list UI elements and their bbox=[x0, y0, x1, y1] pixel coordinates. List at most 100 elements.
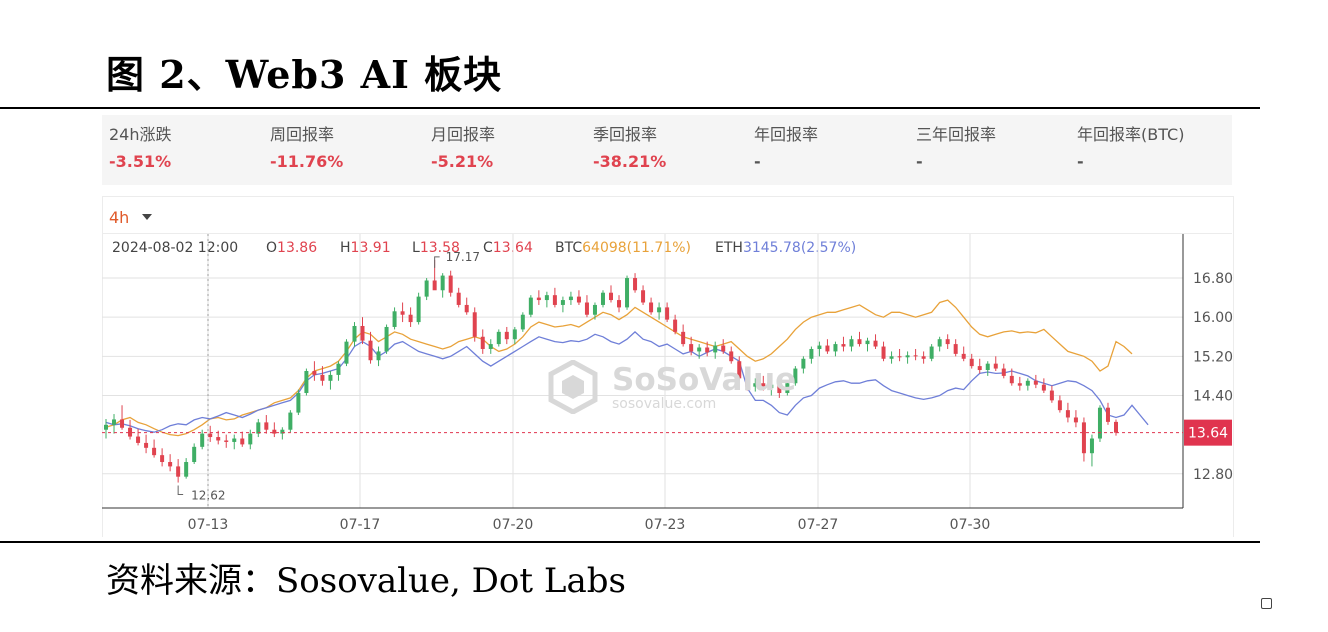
candle-body bbox=[993, 363, 998, 369]
watermark-url: sosovalue.com bbox=[612, 396, 717, 412]
candle-body bbox=[945, 339, 950, 345]
candle-body bbox=[857, 339, 862, 345]
candle-body bbox=[112, 419, 117, 425]
timeframe-selector[interactable]: 4h bbox=[109, 208, 130, 227]
chart-panel bbox=[102, 196, 1234, 537]
corner-square-icon[interactable] bbox=[1261, 598, 1272, 609]
candle-body bbox=[376, 351, 381, 361]
ohlc-low: L13.58 bbox=[412, 240, 460, 256]
candle-body bbox=[424, 280, 429, 297]
candle-body bbox=[953, 344, 958, 354]
stat-value: -11.76% bbox=[270, 152, 344, 171]
bottom-rule bbox=[0, 541, 1260, 543]
candle-body bbox=[697, 347, 702, 352]
candle-body bbox=[809, 348, 814, 359]
candle-body bbox=[600, 292, 605, 305]
candle-body bbox=[737, 361, 742, 379]
candle-body bbox=[777, 384, 782, 394]
y-tick-label: 14.40 bbox=[1193, 388, 1233, 404]
candle-body bbox=[769, 384, 774, 389]
y-tick-label: 16.80 bbox=[1193, 271, 1233, 287]
candle-body bbox=[488, 344, 493, 349]
candle-body bbox=[520, 314, 525, 330]
max-marker bbox=[434, 256, 440, 268]
candle-body bbox=[496, 331, 501, 345]
candle-body bbox=[504, 331, 509, 340]
stat-value: - bbox=[916, 152, 923, 171]
ohlc-btc-label: BTC bbox=[555, 240, 583, 256]
candle-body bbox=[1097, 407, 1102, 439]
candle-body bbox=[681, 331, 686, 345]
candle-body bbox=[1073, 417, 1078, 423]
candle-body bbox=[649, 302, 654, 313]
candle-body bbox=[761, 383, 766, 389]
candle-body bbox=[913, 355, 918, 357]
candle-body bbox=[929, 346, 934, 359]
candle-body bbox=[160, 455, 165, 463]
candle-body bbox=[1017, 383, 1022, 386]
ohlc-high-value: 13.91 bbox=[350, 240, 391, 256]
x-tick-label: 07-30 bbox=[950, 517, 991, 533]
candle-body bbox=[224, 440, 229, 442]
candle-body bbox=[152, 447, 157, 456]
candle-body bbox=[617, 300, 622, 308]
candle-body bbox=[128, 427, 133, 437]
candle-body bbox=[456, 292, 461, 305]
candle-body bbox=[448, 275, 453, 293]
candle-body bbox=[793, 368, 798, 384]
candle-body bbox=[416, 296, 421, 323]
candle-body bbox=[392, 311, 397, 327]
ohlc-eth-value: 3145.78(2.57%) bbox=[742, 240, 857, 256]
y-tick-label: 16.00 bbox=[1193, 310, 1233, 326]
candle-body bbox=[921, 356, 926, 359]
series-line-btc bbox=[105, 299, 1133, 437]
source-note: 资料来源：Sosovalue, Dot Labs bbox=[106, 561, 626, 601]
series-line-eth bbox=[105, 331, 1149, 433]
candle-body bbox=[544, 295, 549, 301]
ohlc-eth: ETH3145.78(2.57%) bbox=[715, 240, 856, 256]
candle-body bbox=[841, 344, 846, 347]
stat-value: -5.21% bbox=[431, 152, 494, 171]
candle-body bbox=[336, 363, 341, 375]
candle-body bbox=[665, 307, 670, 320]
candle-body bbox=[560, 300, 565, 305]
candle-body bbox=[344, 341, 349, 364]
candle-body bbox=[705, 347, 710, 353]
min-marker bbox=[177, 485, 184, 496]
candle-body bbox=[552, 295, 557, 305]
ohlc-low-label: L bbox=[412, 240, 420, 256]
candle-body bbox=[536, 297, 541, 301]
candle-body bbox=[104, 424, 108, 430]
candle-body bbox=[985, 363, 990, 371]
candle-body bbox=[232, 438, 237, 442]
candle-body bbox=[641, 290, 646, 303]
candle-body bbox=[689, 344, 694, 352]
chevron-down-icon[interactable] bbox=[142, 214, 152, 220]
candle-body bbox=[360, 325, 365, 341]
x-tick-label: 07-17 bbox=[340, 517, 381, 533]
ohlc-high-label: H bbox=[340, 240, 351, 256]
x-tick-label: 07-23 bbox=[645, 517, 686, 533]
sosovalue-logo-icon bbox=[548, 360, 598, 414]
ohlc-eth-label: ETH bbox=[715, 240, 743, 256]
stat-value: - bbox=[1077, 152, 1084, 171]
candle-body bbox=[873, 340, 878, 347]
divider bbox=[102, 233, 1232, 234]
ohlc-high: H13.91 bbox=[340, 240, 391, 256]
candle-body bbox=[384, 326, 389, 352]
candle-body bbox=[408, 314, 413, 323]
current-price-badge bbox=[1184, 419, 1232, 446]
candle-body bbox=[729, 351, 734, 362]
candle-body bbox=[897, 356, 902, 358]
candle-body bbox=[168, 462, 173, 467]
candle-body bbox=[272, 429, 277, 434]
candle-body bbox=[136, 436, 141, 443]
candle-body bbox=[1049, 390, 1054, 401]
max-price-label: 17.17 bbox=[446, 250, 480, 264]
stat-label: 年回报率(BTC) bbox=[1077, 125, 1185, 144]
candle-body bbox=[937, 339, 942, 347]
candle-body bbox=[1041, 384, 1046, 391]
stat-label: 三年回报率 bbox=[916, 125, 997, 144]
candle-body bbox=[400, 311, 405, 315]
